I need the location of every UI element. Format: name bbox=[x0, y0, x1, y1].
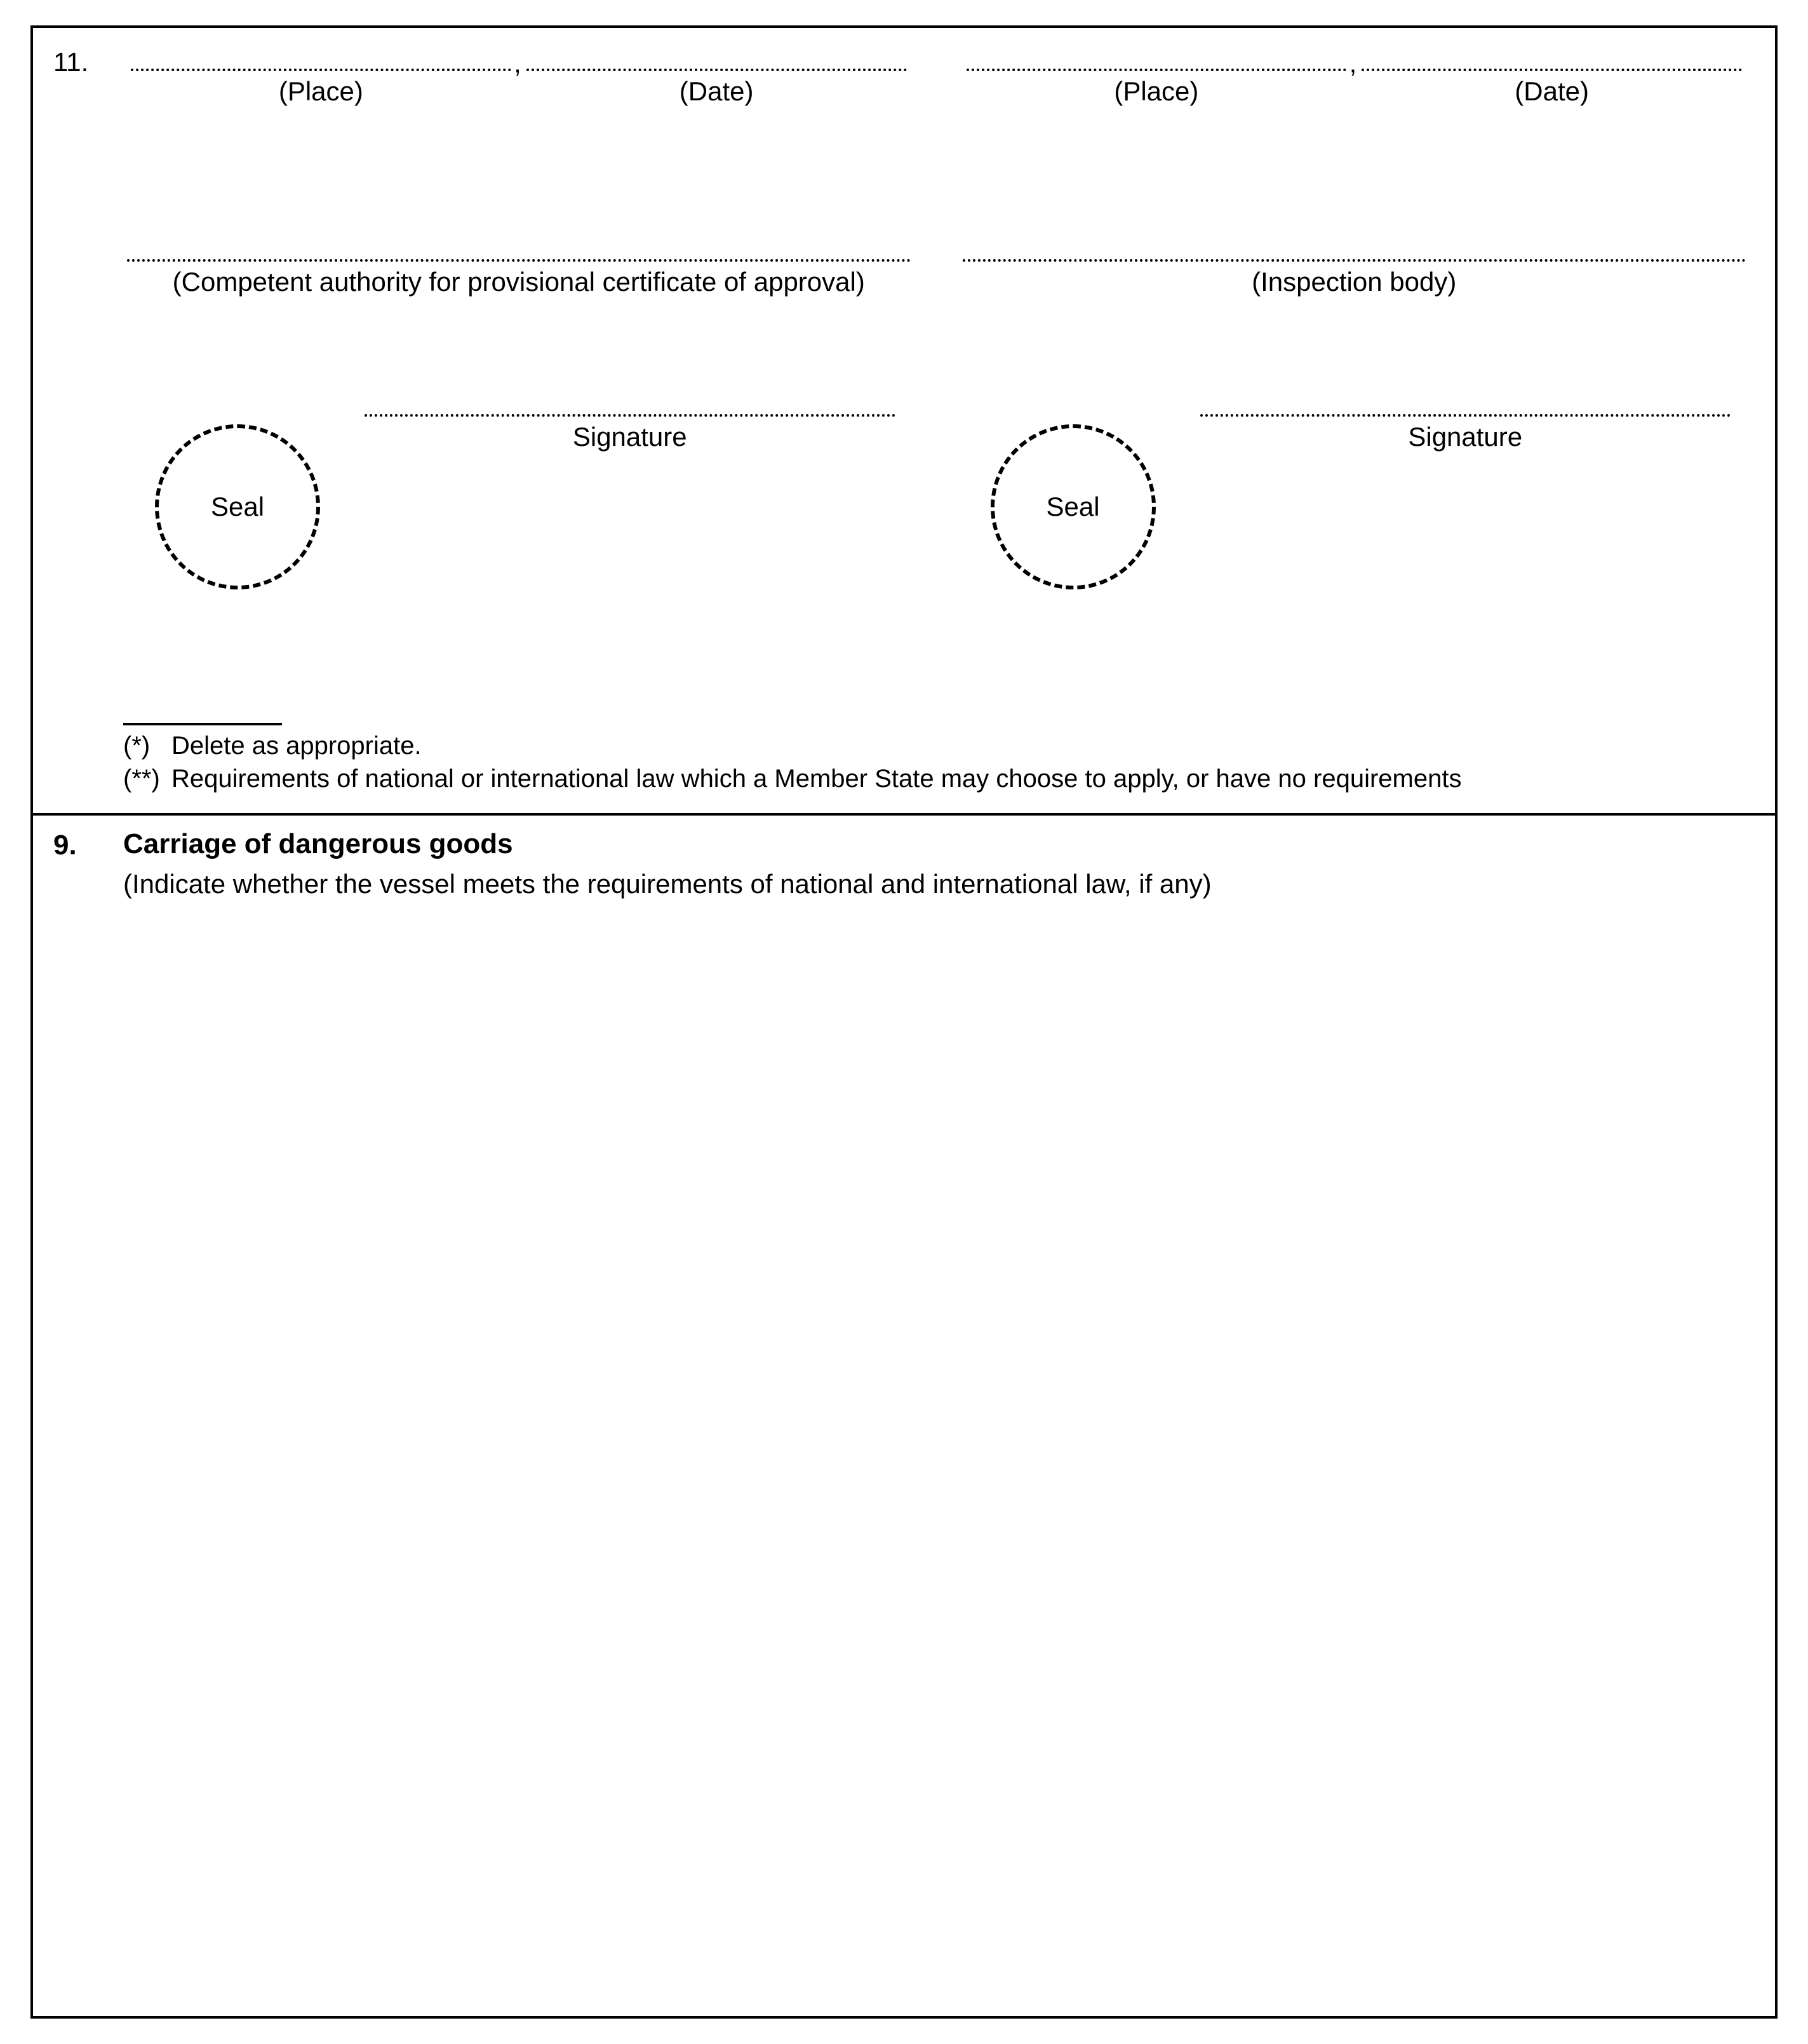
section-11-number: 11. bbox=[53, 43, 123, 795]
authority-input-line[interactable] bbox=[127, 234, 911, 262]
place-field-right: (Place) bbox=[959, 43, 1355, 107]
footnote-1-mark: (*) bbox=[123, 729, 171, 762]
section-9-title: Carriage of dangerous goods bbox=[123, 828, 1750, 860]
seal-sig-left: Seal Signature bbox=[123, 399, 914, 589]
section-9-number: 9. bbox=[53, 826, 123, 899]
signature-input-line-left[interactable] bbox=[365, 399, 895, 417]
place-input-line-right[interactable] bbox=[967, 43, 1347, 71]
seal-label-left: Seal bbox=[211, 492, 264, 522]
place-input-line-left[interactable] bbox=[131, 43, 511, 71]
seal-circle-right: Seal bbox=[991, 424, 1156, 589]
signature-input-line-right[interactable] bbox=[1200, 399, 1731, 417]
form-outer-border: 11. (Place) (Date) bbox=[30, 25, 1778, 2019]
seal-wrap-left: Seal bbox=[123, 399, 333, 589]
section-9: 9. Carriage of dangerous goods (Indicate… bbox=[33, 816, 1775, 2016]
section-9-content: Carriage of dangerous goods (Indicate wh… bbox=[123, 826, 1750, 899]
footnote-1-text: Delete as appropriate. bbox=[171, 729, 1750, 762]
footnote-2: (**) Requirements of national or interna… bbox=[123, 762, 1750, 795]
seal-circle-left: Seal bbox=[155, 424, 320, 589]
place-field-left: (Place) bbox=[123, 43, 519, 107]
section-9-subtitle: (Indicate whether the vessel meets the r… bbox=[123, 869, 1750, 899]
inspection-right: (Inspection body) bbox=[959, 234, 1750, 297]
date-label-right: (Date) bbox=[1354, 76, 1750, 107]
date-label-left: (Date) bbox=[519, 76, 914, 107]
signature-label-right: Signature bbox=[1194, 422, 1738, 452]
authority-label: (Competent authority for provisional cer… bbox=[123, 267, 914, 297]
seal-wrap-right: Seal bbox=[959, 399, 1169, 589]
date-field-right: (Date) bbox=[1354, 43, 1750, 107]
date-field-left: (Date) bbox=[519, 43, 914, 107]
seal-sig-right: Seal Signature bbox=[959, 399, 1750, 589]
footnotes: (*) Delete as appropriate. (**) Requirem… bbox=[123, 729, 1750, 795]
footnote-2-mark: (**) bbox=[123, 762, 171, 795]
footnote-2-text: Requirements of national or internationa… bbox=[171, 762, 1750, 795]
place-label-right: (Place) bbox=[959, 76, 1355, 107]
authority-row: (Competent authority for provisional cer… bbox=[123, 234, 1750, 297]
place-date-left: (Place) (Date) bbox=[123, 43, 914, 107]
place-label-left: (Place) bbox=[123, 76, 519, 107]
footnote-1: (*) Delete as appropriate. bbox=[123, 729, 1750, 762]
signature-label-left: Signature bbox=[358, 422, 902, 452]
date-input-line-right[interactable] bbox=[1362, 43, 1742, 71]
section-11: 11. (Place) (Date) bbox=[33, 28, 1775, 816]
page: 11. (Place) (Date) bbox=[0, 0, 1808, 2044]
footnote-divider bbox=[123, 723, 282, 725]
section-11-content: (Place) (Date) (Place) bbox=[123, 43, 1750, 795]
inspection-input-line[interactable] bbox=[963, 234, 1746, 262]
seal-signature-row: Seal Signature S bbox=[123, 399, 1750, 589]
place-date-right: (Place) (Date) bbox=[959, 43, 1750, 107]
inspection-label: (Inspection body) bbox=[959, 267, 1750, 297]
authority-left: (Competent authority for provisional cer… bbox=[123, 234, 914, 297]
signature-wrap-right: Signature bbox=[1169, 399, 1750, 452]
seal-label-right: Seal bbox=[1046, 492, 1099, 522]
signature-wrap-left: Signature bbox=[333, 399, 914, 452]
date-input-line-left[interactable] bbox=[526, 43, 907, 71]
place-date-row: (Place) (Date) (Place) bbox=[123, 43, 1750, 107]
